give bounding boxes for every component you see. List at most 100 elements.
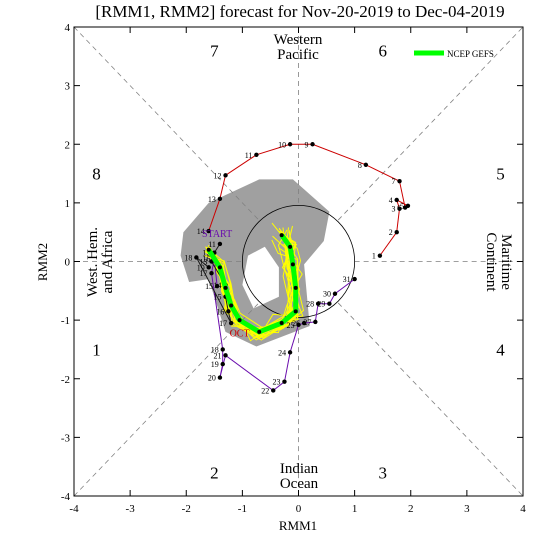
track-point-label: 27 bbox=[303, 318, 311, 327]
track-point-label: 1 bbox=[372, 252, 376, 261]
x-tick-label: 1 bbox=[352, 503, 358, 515]
track-point-label: 29 bbox=[317, 300, 325, 309]
ensemble-mean-point bbox=[206, 247, 211, 252]
track-point bbox=[206, 228, 211, 234]
phase-label: 4 bbox=[496, 340, 505, 359]
annotation-label: START bbox=[202, 229, 232, 240]
track-point-label: 20 bbox=[208, 374, 216, 383]
track-point-label: 12 bbox=[214, 171, 222, 180]
region-top-line-2: Pacific bbox=[277, 47, 319, 63]
track-point-label: 14 bbox=[197, 227, 205, 236]
track-point-label: 7 bbox=[392, 177, 396, 186]
region-bottom-line-1: Indian bbox=[280, 461, 319, 477]
ensemble-mean-point bbox=[229, 303, 234, 308]
track-point bbox=[397, 206, 402, 211]
track-point bbox=[394, 229, 399, 235]
chart-title: [RMM1, RMM2] forecast for Nov-20-2019 to… bbox=[95, 2, 504, 21]
track-point-label: 25 bbox=[287, 321, 295, 330]
track-point bbox=[217, 241, 223, 247]
track-point bbox=[271, 388, 276, 393]
track-point-label: 2 bbox=[389, 228, 393, 237]
track-point-label: 3 bbox=[392, 205, 396, 214]
region-label-right: Maritime Continent bbox=[483, 232, 514, 292]
region-left-line-1: West. Hem. bbox=[85, 227, 101, 297]
track-point bbox=[310, 142, 315, 147]
track-point-label: 17 bbox=[219, 319, 227, 328]
phase-label: 7 bbox=[210, 41, 219, 60]
track-point-label: 15 bbox=[214, 293, 222, 302]
track-point-label: 14 bbox=[214, 281, 222, 290]
legend: NCEP GEFS bbox=[414, 49, 494, 59]
track-point bbox=[363, 162, 369, 167]
track-point-label: 22 bbox=[261, 386, 269, 395]
track-point-label: 16 bbox=[216, 307, 224, 316]
legend-label: NCEP GEFS bbox=[447, 49, 494, 59]
diagonal-guide bbox=[73, 26, 260, 221]
ensemble-member-line bbox=[211, 247, 303, 334]
ensemble-mean-point bbox=[257, 329, 262, 334]
track-point bbox=[220, 347, 225, 352]
phase-guides bbox=[73, 26, 524, 497]
track-point-label: 13 bbox=[200, 258, 208, 267]
track-point bbox=[397, 178, 402, 184]
x-axis-label: RMM1 bbox=[279, 518, 317, 533]
track-point-label: 21 bbox=[214, 351, 222, 360]
track-point-label: 28 bbox=[306, 300, 314, 309]
ensemble-mean-point bbox=[223, 285, 228, 290]
ensemble-mean-point bbox=[217, 265, 222, 270]
track-point-label: 23 bbox=[272, 378, 280, 387]
unit-circle bbox=[241, 204, 356, 319]
region-top-line-1: Western bbox=[274, 32, 323, 48]
track-point bbox=[402, 205, 408, 210]
track-point bbox=[220, 361, 225, 367]
diagonal-guide bbox=[337, 26, 524, 221]
x-tick-label: -2 bbox=[182, 503, 191, 515]
phase-label: 3 bbox=[378, 464, 387, 483]
track-point-label: 17 bbox=[200, 269, 208, 278]
track-point bbox=[194, 255, 199, 260]
y-axis-label: RMM2 bbox=[35, 243, 50, 281]
track-point-label: 11 bbox=[208, 240, 216, 249]
track-point bbox=[223, 353, 228, 358]
track-point bbox=[254, 152, 259, 158]
track-point bbox=[223, 173, 228, 178]
region-right-line-2: Continent bbox=[483, 232, 499, 292]
y-tick-label: 4 bbox=[65, 22, 71, 34]
x-tick-label: -4 bbox=[69, 503, 79, 515]
ensemble-mean-point bbox=[293, 309, 298, 314]
track-point-label: 24 bbox=[278, 348, 286, 357]
y-tick-label: -2 bbox=[61, 374, 70, 386]
track-point-label: 6 bbox=[397, 204, 401, 213]
phase-label: 6 bbox=[378, 41, 387, 60]
ensemble-mean-point bbox=[293, 285, 298, 290]
track-point bbox=[327, 301, 332, 306]
track-point bbox=[287, 350, 293, 355]
x-tick-label: 0 bbox=[296, 503, 302, 515]
diagonal-guide bbox=[337, 302, 524, 497]
track-point-label: 30 bbox=[323, 290, 331, 299]
track-point bbox=[206, 265, 211, 270]
track-point-label: 9 bbox=[305, 140, 309, 149]
region-left-line-2: and Africa bbox=[100, 230, 116, 293]
track-point bbox=[315, 301, 321, 306]
y-tick-label: -4 bbox=[61, 491, 71, 503]
track-point bbox=[217, 375, 223, 380]
region-label-top: Western Pacific bbox=[274, 32, 323, 63]
track-point-label: 15 bbox=[205, 282, 213, 291]
track-point-label: 12 bbox=[202, 249, 210, 258]
track-point bbox=[313, 319, 318, 325]
track-point bbox=[217, 196, 223, 201]
series-tracks: 1234567891011121314151617181920212223242… bbox=[184, 140, 411, 395]
y-tick-label: -1 bbox=[61, 315, 70, 327]
track-point bbox=[226, 309, 231, 314]
y-tick-label: -3 bbox=[61, 432, 71, 444]
ensemble-mean-line bbox=[206, 233, 299, 335]
annotations: START OCT bbox=[202, 229, 250, 340]
ensemble-mean-point bbox=[290, 262, 295, 267]
track-point-label: 19 bbox=[211, 360, 219, 369]
ensemble-mean-point bbox=[237, 318, 242, 323]
y-tick-label: 2 bbox=[65, 139, 71, 151]
track-point-label: 8 bbox=[358, 161, 362, 170]
track-point bbox=[301, 320, 307, 326]
